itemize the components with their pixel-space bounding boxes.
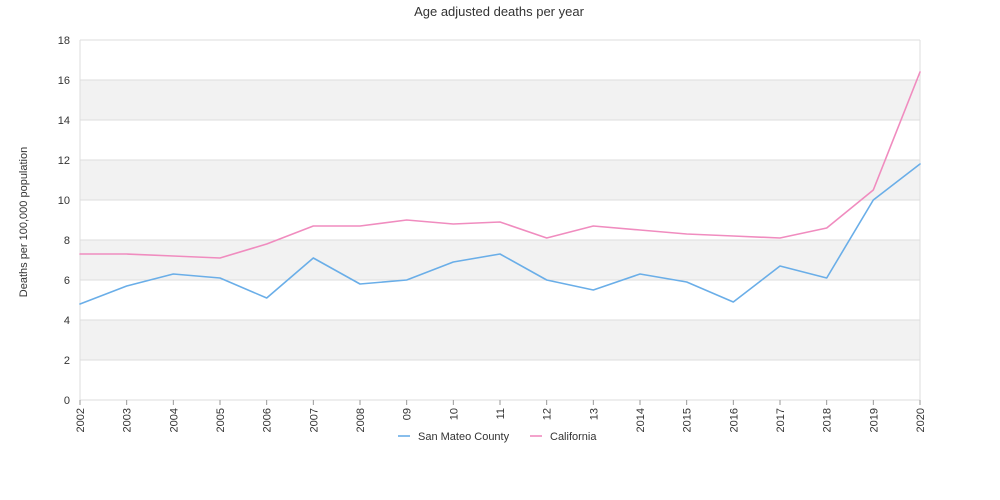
background-band — [80, 240, 920, 280]
y-tick-label: 18 — [58, 35, 70, 47]
x-axis-ticks: 2002 2003 2004 2005 2006 2007 2008 09 10 11 12 13 20… — [75, 400, 927, 432]
x-tick-label: 2008 — [355, 408, 367, 432]
series-lines — [79, 71, 921, 305]
x-tick-label: 2005 — [215, 408, 227, 432]
background-band — [80, 160, 920, 200]
x-tick-label: 2007 — [308, 408, 320, 432]
x-tick-label: 2002 — [75, 408, 87, 432]
y-tick-label: 8 — [64, 235, 70, 247]
legend: San Mateo County California — [398, 431, 597, 443]
background-band — [80, 80, 920, 120]
x-tick-label: 11 — [495, 408, 507, 419]
legend-label: San Mateo County — [418, 431, 510, 443]
x-tick-label: 2004 — [168, 408, 180, 432]
x-tick-label: 2016 — [728, 408, 740, 432]
legend-label: California — [550, 431, 597, 443]
y-tick-label: 12 — [58, 155, 70, 167]
x-tick-label: 2020 — [915, 408, 927, 432]
x-tick-label: 2003 — [122, 408, 134, 432]
x-tick-label: 2014 — [635, 408, 647, 432]
x-tick-label: 12 — [542, 408, 554, 420]
y-axis-ticks: 0 2 4 6 8 10 12 14 16 18 — [58, 35, 70, 407]
x-tick-label: 09 — [402, 408, 414, 420]
x-tick-label: 2015 — [682, 408, 694, 432]
y-tick-label: 4 — [64, 315, 70, 327]
series-line — [79, 163, 921, 305]
y-tick-label: 10 — [58, 195, 70, 207]
background-bands — [80, 80, 920, 360]
y-tick-label: 16 — [58, 75, 70, 87]
x-tick-label: 2017 — [775, 408, 787, 432]
x-tick-label: 13 — [588, 408, 600, 420]
y-tick-label: 0 — [64, 395, 70, 407]
y-axis-title: Deaths per 100,000 population — [18, 147, 30, 297]
x-tick-label: 10 — [448, 408, 460, 420]
y-tick-label: 6 — [64, 275, 70, 287]
x-tick-label: 2019 — [868, 408, 880, 432]
plot-frame — [79, 40, 921, 400]
gridlines — [80, 39, 920, 401]
y-tick-label: 14 — [58, 115, 70, 127]
series-line — [79, 71, 921, 259]
x-tick-label: 2018 — [822, 408, 834, 432]
y-tick-label: 2 — [64, 355, 70, 367]
background-band — [80, 320, 920, 360]
x-tick-label: 2006 — [262, 408, 274, 432]
chart-title: Age adjusted deaths per year — [414, 4, 585, 19]
